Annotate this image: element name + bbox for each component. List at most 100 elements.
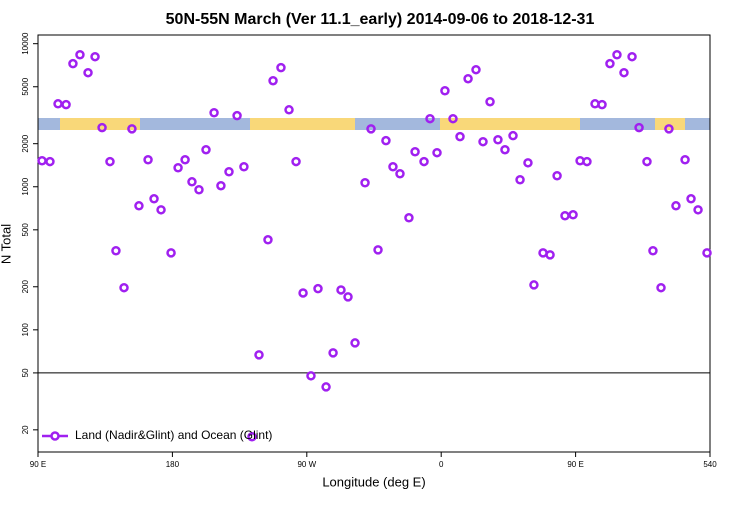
data-point (313, 283, 323, 294)
data-point (239, 161, 249, 172)
data-point (612, 49, 622, 60)
data-point (463, 73, 473, 84)
data-point (597, 99, 607, 110)
data-point (440, 85, 450, 96)
data-point (216, 180, 226, 191)
data-point (105, 156, 115, 167)
data-point (194, 184, 204, 195)
surface-band (38, 118, 710, 130)
data-point (373, 245, 383, 255)
y-tick-label: 2000 (21, 134, 30, 152)
data-point (97, 122, 107, 133)
data-point (37, 155, 47, 166)
data-point (545, 250, 555, 260)
y-tick-label: 50 (21, 368, 30, 377)
data-point (529, 280, 539, 290)
y-axis-label: N Total (0, 224, 13, 264)
x-tick-label: 90 E (567, 460, 583, 469)
data-point (247, 431, 257, 442)
chart-title: 50N-55N March (Ver 11.1_early) 2014-09-0… (166, 11, 595, 28)
data-point (582, 156, 592, 167)
y-tick-label: 200 (21, 280, 30, 294)
data-point (419, 156, 429, 167)
data-point (605, 58, 615, 69)
data-point (180, 154, 190, 165)
data-point (298, 288, 308, 298)
x-tick-label: 0 (439, 460, 444, 469)
data-point (268, 75, 278, 86)
data-point (201, 144, 211, 155)
data-point (366, 124, 376, 134)
data-point (471, 64, 481, 75)
data-point (619, 67, 629, 78)
data-point (336, 285, 346, 295)
data-point (493, 135, 503, 145)
data-point (552, 170, 562, 181)
data-point (448, 113, 458, 124)
data-point (560, 211, 570, 221)
data-point (671, 201, 681, 211)
data-point (627, 51, 637, 62)
data-point (209, 108, 219, 118)
data-point (119, 282, 129, 293)
data-point (686, 194, 696, 204)
y-tick-label: 500 (21, 223, 30, 237)
data-point (90, 51, 100, 62)
data-point (45, 156, 55, 167)
data-point (508, 130, 518, 141)
y-tick-label: 1000 (21, 177, 30, 195)
data-point (156, 205, 166, 215)
data-point (53, 99, 63, 109)
data-point (173, 162, 183, 173)
data-point (306, 371, 316, 381)
x-tick-label: 540 (703, 460, 717, 469)
data-point (395, 168, 405, 179)
data-point (83, 67, 93, 78)
data-point (381, 135, 391, 146)
data-point (425, 113, 435, 124)
data-point (404, 213, 414, 223)
data-point (127, 124, 137, 134)
x-axis-label: Longitude (deg E) (322, 474, 425, 489)
data-point (254, 350, 264, 360)
legend-label: Land (Nadir&Glint) and Ocean (Glint) (75, 428, 272, 442)
data-point (350, 338, 360, 348)
data-point (224, 167, 234, 177)
data-point (68, 58, 78, 69)
x-tick-label: 90 E (30, 460, 46, 469)
x-tick-label: 90 W (297, 460, 316, 469)
y-tick-label: 10000 (21, 32, 30, 55)
data-point (656, 282, 666, 293)
data-point (61, 99, 71, 110)
data-point (500, 144, 510, 155)
data-point (568, 210, 578, 220)
data-point (485, 96, 495, 107)
data-point (284, 105, 294, 115)
plot-frame (37, 34, 711, 453)
data-point (634, 122, 644, 133)
data-point (149, 194, 159, 204)
data-point (263, 235, 273, 245)
data-point (166, 248, 176, 258)
legend-marker (50, 431, 60, 441)
data-point (321, 382, 331, 392)
data-point (75, 49, 85, 60)
y-tick-label: 100 (21, 323, 30, 337)
data-point (515, 175, 525, 185)
data-point (478, 136, 488, 147)
data-point (276, 62, 286, 73)
data-point (648, 246, 658, 256)
data-point (232, 110, 242, 121)
data-point (143, 154, 153, 165)
data-point (642, 156, 652, 167)
data-point (664, 124, 674, 134)
data-point (680, 154, 690, 165)
data-point (523, 158, 533, 168)
data-point (702, 248, 712, 258)
data-point (134, 201, 144, 211)
x-tick-label: 180 (166, 460, 180, 469)
data-point (291, 156, 301, 167)
data-point (328, 348, 338, 358)
data-point (410, 146, 420, 157)
